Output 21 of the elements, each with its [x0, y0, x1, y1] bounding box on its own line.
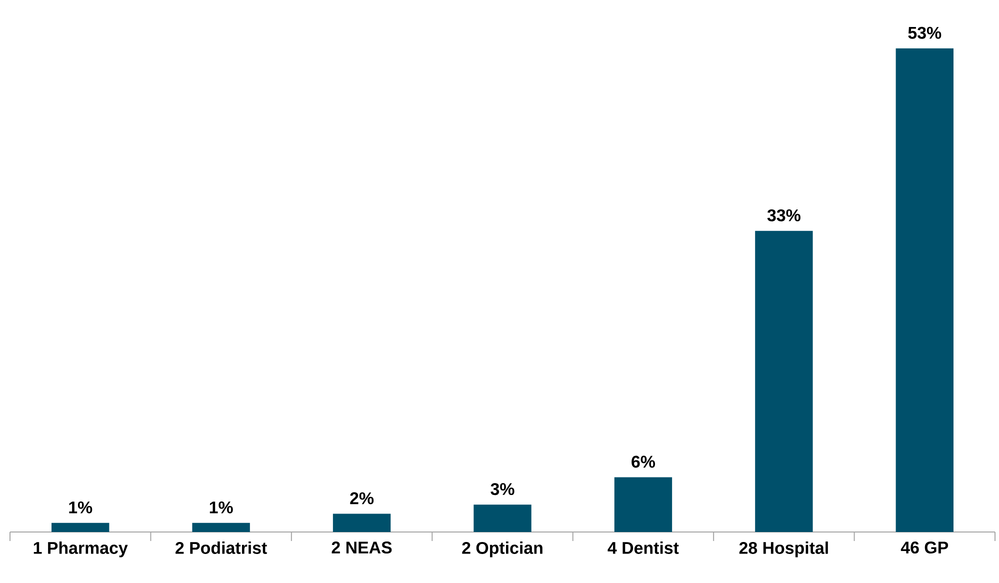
data-label: 1%	[69, 501, 92, 514]
x-tick-label: 46 GP	[900, 542, 948, 554]
data-label: 2%	[350, 492, 374, 504]
data-label: 6%	[632, 456, 656, 468]
data-label: 53%	[908, 26, 942, 39]
bar	[896, 48, 954, 532]
x-tick-label: 2 Podiatrist	[176, 542, 267, 554]
bar	[474, 504, 532, 532]
x-tick-label: 4 Dentist	[608, 542, 679, 554]
bar	[755, 230, 813, 532]
x-tick-label: 2 NEAS	[332, 542, 392, 554]
data-label: 3%	[490, 483, 514, 496]
bar	[614, 477, 672, 532]
x-tick-label: 1 Pharmacy	[34, 542, 128, 558]
bar	[192, 522, 250, 532]
data-label: 1%	[210, 501, 233, 514]
data-label: 33%	[767, 209, 800, 222]
x-tick-label: 28 Hospital	[739, 542, 828, 558]
bar	[332, 514, 391, 532]
x-tick-label: 2 Optician	[462, 542, 542, 558]
bar	[52, 522, 110, 532]
